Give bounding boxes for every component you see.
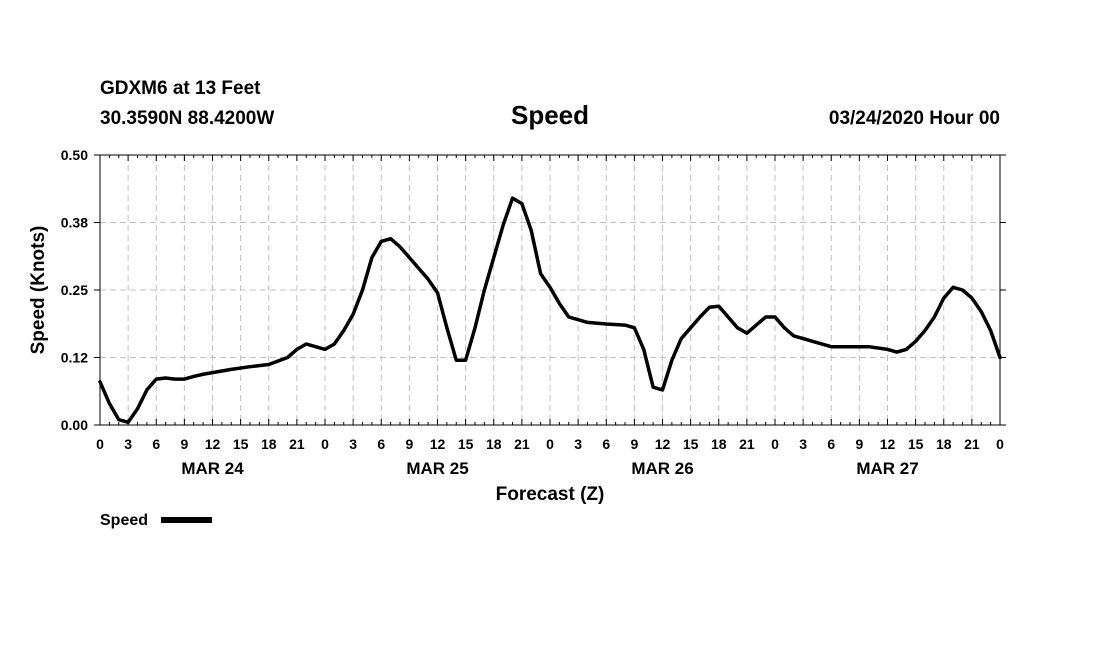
x-tick-label: 9 xyxy=(180,436,188,452)
x-tick-label: 6 xyxy=(152,436,160,452)
day-label: MAR 27 xyxy=(856,459,918,478)
x-tick-label: 15 xyxy=(908,436,924,452)
x-tick-label: 12 xyxy=(655,436,671,452)
x-tick-label: 12 xyxy=(430,436,446,452)
series-layer xyxy=(98,196,1002,425)
x-tick-label: 18 xyxy=(486,436,502,452)
station-label: GDXM6 at 13 Feet xyxy=(100,78,261,99)
x-tick-label: 21 xyxy=(514,436,530,452)
x-tick-label: 9 xyxy=(855,436,863,452)
y-tick-label: 0.38 xyxy=(61,215,88,231)
grid xyxy=(100,155,1000,425)
x-tick-label: 3 xyxy=(124,436,132,452)
y-tick-label: 0.25 xyxy=(61,282,88,298)
y-tick-label: 0.50 xyxy=(61,147,88,163)
x-tick-label: 9 xyxy=(405,436,413,452)
x-tick-label: 0 xyxy=(321,436,329,452)
x-tick-label: 0 xyxy=(546,436,554,452)
y-tick-label: 0.00 xyxy=(61,417,88,433)
timestamp-label: 03/24/2020 Hour 00 xyxy=(829,108,1000,129)
x-tick-label: 0 xyxy=(996,436,1004,452)
x-tick-label: 6 xyxy=(377,436,385,452)
x-tick-label: 18 xyxy=(711,436,727,452)
x-tick-label: 3 xyxy=(349,436,357,452)
x-tick-label: 21 xyxy=(289,436,305,452)
y-tick-label: 0.12 xyxy=(61,350,88,366)
legend: Speed xyxy=(100,512,212,529)
axes xyxy=(94,154,1006,426)
x-tick-label: 3 xyxy=(799,436,807,452)
x-tick-label: 21 xyxy=(964,436,980,452)
x-tick-label: 18 xyxy=(261,436,277,452)
location-label: 30.3590N 88.4200W xyxy=(100,108,274,129)
speed-series-line xyxy=(98,196,1002,425)
x-tick-label: 6 xyxy=(827,436,835,452)
x-tick-label: 18 xyxy=(936,436,952,452)
x-tick-label: 0 xyxy=(96,436,104,452)
x-tick-label: 6 xyxy=(602,436,610,452)
x-tick-label: 0 xyxy=(771,436,779,452)
day-label: MAR 26 xyxy=(631,459,693,478)
x-tick-label: 3 xyxy=(574,436,582,452)
x-tick-label: 9 xyxy=(630,436,638,452)
legend-label: Speed xyxy=(100,512,148,529)
tick-labels: 0 3 6 9 12 15 18 21 0 3 6 9 12 15 18 21 0 3 6 9 12 15 18 21 0 3 6 9… xyxy=(61,147,1004,478)
day-label: MAR 25 xyxy=(406,459,468,478)
y-axis-label: Speed (Knots) xyxy=(28,226,49,355)
x-axis-label: Forecast (Z) xyxy=(496,484,605,505)
x-tick-label: 15 xyxy=(683,436,699,452)
day-label: MAR 24 xyxy=(181,459,244,478)
x-tick-label: 12 xyxy=(205,436,221,452)
x-tick-label: 15 xyxy=(458,436,474,452)
x-tick-label: 12 xyxy=(880,436,896,452)
x-tick-label: 15 xyxy=(233,436,249,452)
chart-title: Speed xyxy=(511,100,589,130)
x-tick-label: 21 xyxy=(739,436,755,452)
